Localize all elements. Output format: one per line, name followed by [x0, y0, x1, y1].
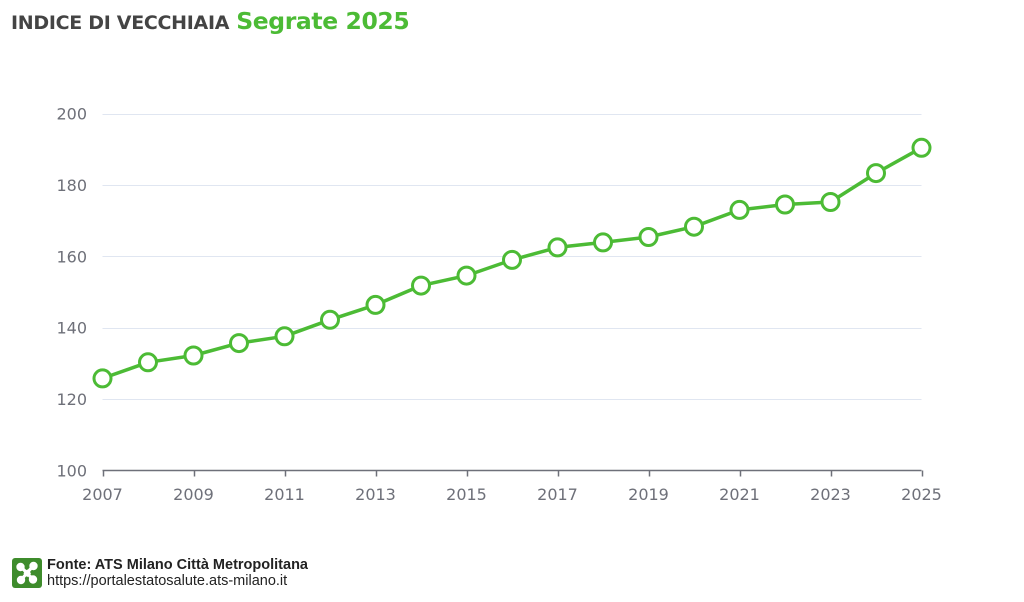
chart-title-location-year: Segrate 2025: [236, 7, 410, 35]
data-point-2017: [547, 237, 568, 258]
data-point-2016: [502, 249, 522, 270]
y-tick-label-120: 120: [56, 390, 87, 409]
grid-lines: [102, 114, 922, 400]
lombardy-rose-icon: [16, 561, 38, 585]
x-tick-label-2017: 2017: [537, 485, 578, 504]
x-tick-label-2019: 2019: [628, 485, 669, 504]
data-point-2019: [638, 227, 659, 247]
x-tick-label-2007: 2007: [82, 485, 123, 504]
data-point-2025: [911, 137, 932, 158]
x-tick-label-2015: 2015: [446, 485, 487, 504]
source-label: Fonte: ATS Milano Città Metropolitana: [47, 557, 308, 573]
data-point-2009: [183, 345, 204, 366]
data-point-2011: [274, 326, 295, 347]
x-axis: 2007 2009 2011 2013 2015 2017 2019 2021 2023 2025: [82, 469, 942, 504]
x-tick-label-2023: 2023: [810, 485, 851, 504]
data-point-2024: [866, 163, 886, 184]
x-tick-label-2011: 2011: [264, 485, 305, 504]
data-point-2007: [92, 368, 113, 389]
data-point-2012: [320, 309, 340, 330]
data-point-2015: [456, 265, 477, 286]
y-tick-label-140: 140: [56, 319, 87, 338]
x-tick-label-2021: 2021: [719, 485, 760, 504]
source-url: https://portalestatosalute.ats-milano.it: [47, 573, 288, 589]
source-footer: Fonte: ATS Milano Città Metropolitana ht…: [12, 557, 308, 589]
footer-text: Fonte: ATS Milano Città Metropolitana ht…: [47, 557, 308, 589]
series-indice-vecchiaia: [92, 137, 932, 389]
x-tick-label-2025: 2025: [901, 485, 942, 504]
chart-title: INDICE DI VECCHIAIA Segrate 2025: [11, 4, 410, 41]
data-point-2010: [229, 333, 249, 354]
y-tick-label-160: 160: [56, 247, 87, 266]
x-tick-label-2009: 2009: [173, 485, 214, 504]
data-point-2020: [684, 216, 704, 237]
y-tick-label-200: 200: [56, 105, 87, 124]
data-point-2023: [820, 192, 841, 212]
x-tick-label-2013: 2013: [355, 485, 396, 504]
data-point-2008: [138, 352, 158, 373]
y-tick-label-180: 180: [56, 176, 87, 195]
data-point-2013: [365, 294, 386, 315]
data-point-2018: [593, 232, 613, 253]
data-point-2022: [775, 194, 795, 215]
y-axis: 100 120 140 160 180 200: [56, 105, 87, 481]
data-point-2021: [729, 199, 750, 220]
ats-logo: [12, 558, 42, 588]
chart-title-main: INDICE DI VECCHIAIA: [11, 12, 230, 34]
data-point-2014: [411, 275, 431, 296]
y-tick-label-100: 100: [56, 462, 87, 481]
